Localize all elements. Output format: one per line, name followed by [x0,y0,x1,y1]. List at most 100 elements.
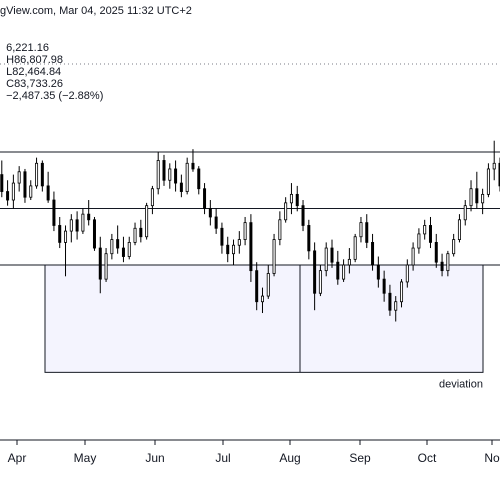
x-tick-label: Sep [349,451,371,465]
candle-body [330,247,334,263]
candle-body [342,264,346,280]
candle [23,168,27,203]
candle-body [307,225,311,252]
candle [197,166,201,195]
x-tick-label: Oct [418,451,437,465]
candle [342,259,346,282]
candle-body [6,191,10,201]
candle [29,180,33,201]
candle-body [376,264,380,280]
candle [284,197,288,223]
candle [104,248,108,282]
ohlc-readout: 6,221.16 H86,807.98 L82,464.84 C83,733.2… [0,30,109,102]
deviation-label: deviation [439,378,483,390]
candle [110,233,114,260]
candle-body [469,188,473,207]
candle [266,265,270,299]
candle-body [197,168,201,190]
candle-body [121,247,125,257]
candle-body [174,168,178,184]
ohlc-open-value: 6,221.16 [6,42,49,54]
candle [58,216,62,249]
candle-body [162,160,166,181]
candle-body [428,225,432,243]
candle-body [371,241,375,266]
candle-body [457,219,461,240]
x-tick-label: Jul [215,451,230,465]
ohlc-high-value: H86,807.98 [6,54,64,66]
candle [40,160,44,192]
candle-body [353,236,357,260]
candle-body [110,239,114,255]
candle [353,233,357,263]
candle-body [220,227,224,246]
candle-body [116,239,120,249]
candle-body [423,225,427,235]
candle-body [69,219,73,232]
candle-body [64,230,68,243]
candle-body [359,222,363,238]
candle [52,191,56,232]
candle [208,200,212,226]
candle [481,188,485,215]
candle [394,296,398,322]
candle-body [145,205,149,238]
candle-body [400,281,404,303]
candle-body [75,219,79,232]
candle-body [388,292,392,311]
candle-body [17,171,21,184]
candle [347,248,351,274]
candle [255,262,259,311]
candle [336,250,340,285]
candle-body [139,227,143,238]
candle-body [249,222,253,272]
candle [307,219,311,260]
candle-body [295,193,299,207]
candle-body [324,247,328,272]
candle [359,216,363,243]
candle-body [87,213,91,221]
candle-body [313,250,317,294]
candle-body [156,160,160,190]
candle-body [185,162,189,192]
candle [220,222,224,254]
candle [174,160,178,192]
candle [64,225,68,277]
candle [295,185,299,212]
candle [145,202,149,240]
candle [486,163,490,198]
candle [330,239,334,268]
candle-body [214,216,218,229]
candle-body [98,247,102,280]
candle [318,265,322,297]
candle [272,233,276,277]
candle-body [232,244,236,255]
candle-body [463,205,467,221]
candle [278,211,282,246]
candle-body [492,162,496,170]
candle-body [260,295,264,303]
candle [156,152,160,195]
candle [440,253,444,277]
candle-body [434,241,438,263]
candle-body [481,193,485,204]
deviation-rectangle[interactable] [44,264,484,373]
candlestick-series [0,140,500,322]
candle [457,214,461,243]
candle [434,233,438,268]
candle-body [318,270,322,294]
candle-body [92,219,96,249]
candle-body [475,188,479,204]
candle [313,242,317,311]
candle-body [336,261,340,280]
candle-body [11,182,15,201]
x-tick-label: Apr [8,451,27,465]
candle-body [272,239,276,274]
candle [203,183,207,215]
candle-body [365,222,369,243]
candle-body [35,162,39,187]
candle [463,200,467,226]
candle [423,219,427,240]
candle-body [127,241,131,257]
